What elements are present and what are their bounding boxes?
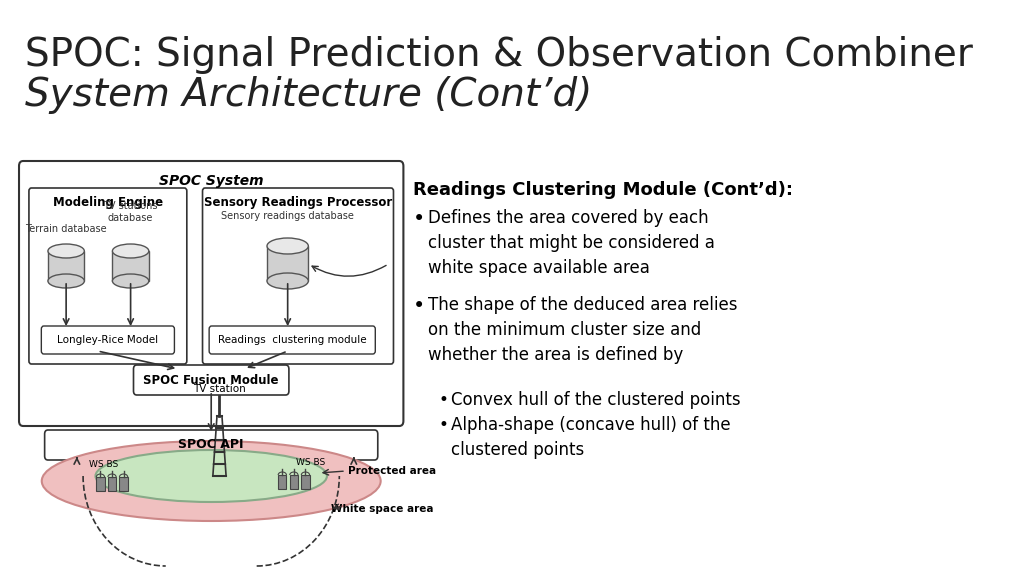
Text: Modeling Engine: Modeling Engine	[53, 196, 163, 209]
FancyBboxPatch shape	[133, 365, 289, 395]
Polygon shape	[290, 475, 298, 489]
FancyBboxPatch shape	[203, 188, 393, 364]
Text: SPOC System: SPOC System	[159, 174, 263, 188]
Polygon shape	[267, 246, 308, 281]
Ellipse shape	[48, 274, 84, 288]
Text: TV stations
database: TV stations database	[103, 200, 158, 223]
FancyBboxPatch shape	[41, 326, 174, 354]
Text: Defines the area covered by each
cluster that might be considered a
white space : Defines the area covered by each cluster…	[428, 209, 715, 277]
Text: Readings Clustering Module (Cont’d):: Readings Clustering Module (Cont’d):	[414, 181, 794, 199]
Ellipse shape	[267, 273, 308, 289]
Text: SPOC API: SPOC API	[178, 438, 244, 452]
FancyBboxPatch shape	[209, 326, 375, 354]
Text: Sensory readings database: Sensory readings database	[221, 211, 354, 221]
Text: SPOC Fusion Module: SPOC Fusion Module	[143, 373, 279, 386]
FancyBboxPatch shape	[19, 161, 403, 426]
Text: •: •	[438, 391, 447, 409]
Text: Terrain database: Terrain database	[26, 224, 106, 234]
Text: SPOC: Signal Prediction & Observation Combiner: SPOC: Signal Prediction & Observation Co…	[25, 36, 973, 74]
Text: WS BS: WS BS	[296, 458, 325, 467]
Text: •: •	[414, 296, 426, 316]
Polygon shape	[301, 475, 309, 489]
Text: Protected area: Protected area	[347, 466, 436, 476]
Text: Convex hull of the clustered points: Convex hull of the clustered points	[452, 391, 741, 409]
FancyBboxPatch shape	[29, 188, 186, 364]
Ellipse shape	[113, 274, 148, 288]
Ellipse shape	[95, 450, 327, 502]
Text: TV station: TV station	[194, 384, 246, 394]
Text: The shape of the deduced area relies
on the minimum cluster size and
whether the: The shape of the deduced area relies on …	[428, 296, 737, 364]
Text: Sensory Readings Processor: Sensory Readings Processor	[204, 196, 392, 209]
Text: White space area: White space area	[331, 504, 433, 514]
Text: •: •	[438, 416, 447, 434]
Text: System Architecture (Cont’d): System Architecture (Cont’d)	[25, 76, 592, 114]
Polygon shape	[48, 251, 84, 281]
Polygon shape	[279, 475, 287, 489]
Polygon shape	[96, 477, 104, 491]
Ellipse shape	[113, 244, 148, 258]
FancyBboxPatch shape	[45, 430, 378, 460]
Text: •: •	[414, 209, 426, 229]
Ellipse shape	[42, 441, 381, 521]
Text: Readings  clustering module: Readings clustering module	[218, 335, 367, 345]
Text: Longley-Rice Model: Longley-Rice Model	[57, 335, 159, 345]
Text: WS BS: WS BS	[89, 460, 119, 469]
Text: Alpha-shape (concave hull) of the
clustered points: Alpha-shape (concave hull) of the cluste…	[452, 416, 731, 459]
Polygon shape	[120, 477, 128, 491]
Polygon shape	[113, 251, 148, 281]
Ellipse shape	[267, 238, 308, 254]
Polygon shape	[108, 477, 116, 491]
Ellipse shape	[48, 244, 84, 258]
